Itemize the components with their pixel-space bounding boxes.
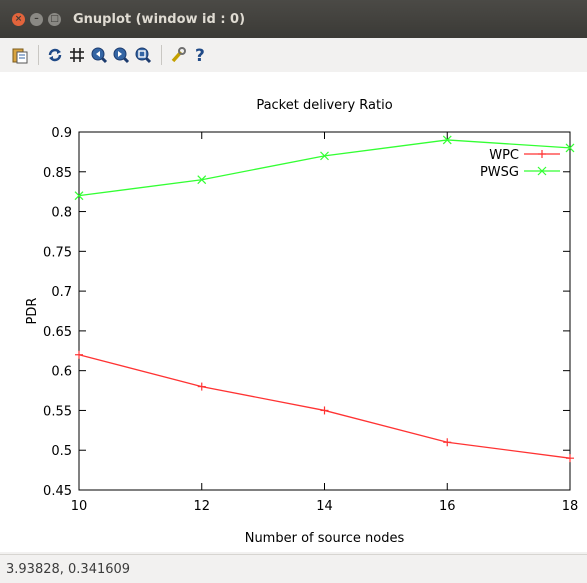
plot-canvas[interactable]: Packet delivery Ratio Number of source no… bbox=[0, 72, 587, 552]
grid-button[interactable] bbox=[67, 45, 87, 65]
replot-button[interactable] bbox=[45, 45, 65, 65]
close-icon: × bbox=[14, 13, 23, 24]
y-tick-label: 0.45 bbox=[43, 484, 72, 499]
data-point-pwsg bbox=[320, 151, 329, 161]
replot-icon bbox=[48, 48, 62, 62]
window-title: Gnuplot (window id : 0) bbox=[73, 11, 246, 27]
close-button[interactable]: × bbox=[12, 12, 25, 26]
legend-label-pwsg: PWSG bbox=[480, 165, 519, 180]
x-tick-label: 12 bbox=[193, 499, 210, 514]
y-tick-label: 0.75 bbox=[43, 245, 72, 260]
x-tick-label: 10 bbox=[71, 499, 88, 514]
y-tick-label: 0.85 bbox=[43, 166, 72, 181]
y-tick-label: 0.6 bbox=[51, 365, 72, 380]
copy-to-clipboard-icon bbox=[12, 48, 28, 64]
data-point-pwsg bbox=[565, 143, 575, 153]
y-tick-label: 0.5 bbox=[51, 444, 72, 459]
y-axis-label: PDR bbox=[25, 298, 40, 325]
legend-label-wpc: WPC bbox=[489, 148, 519, 163]
title-bar: × – □ Gnuplot (window id : 0) bbox=[0, 0, 587, 38]
svg-text:?: ? bbox=[195, 46, 205, 64]
configure-button[interactable] bbox=[168, 45, 188, 65]
minimize-icon: – bbox=[34, 13, 39, 24]
x-tick-label: 18 bbox=[562, 499, 579, 514]
configure-icon bbox=[171, 47, 186, 63]
minimize-button[interactable]: – bbox=[30, 12, 43, 26]
status-bar: 3.93828, 0.341609 bbox=[0, 554, 587, 583]
x-axis-label: Number of source nodes bbox=[245, 531, 405, 546]
maximize-button[interactable]: □ bbox=[48, 12, 61, 26]
x-tick-label: 16 bbox=[439, 499, 456, 514]
zoom-next-button[interactable] bbox=[111, 45, 131, 65]
chart-title: Packet delivery Ratio bbox=[256, 98, 392, 113]
toolbar-separator bbox=[38, 45, 39, 65]
data-point-pwsg bbox=[74, 191, 84, 201]
y-tick-label: 0.9 bbox=[51, 126, 72, 141]
chart-svg: Packet delivery Ratio Number of source no… bbox=[25, 98, 579, 546]
help-icon: ? bbox=[195, 46, 205, 64]
autoscale-button[interactable] bbox=[133, 45, 153, 65]
autoscale-icon bbox=[135, 47, 152, 64]
zoom-previous-icon bbox=[91, 47, 108, 64]
data-point-pwsg bbox=[197, 175, 207, 185]
y-tick-label: 0.8 bbox=[51, 206, 72, 221]
y-tick-label: 0.65 bbox=[43, 325, 72, 340]
help-button[interactable]: ? bbox=[190, 45, 210, 65]
toolbar: ? bbox=[0, 38, 587, 72]
copy-to-clipboard-button[interactable] bbox=[10, 45, 30, 65]
grid-icon bbox=[70, 48, 84, 62]
x-tick-label: 14 bbox=[316, 499, 333, 514]
toolbar-separator bbox=[161, 45, 162, 65]
data-point-pwsg bbox=[442, 135, 452, 145]
legend-marker-pwsg bbox=[537, 166, 547, 176]
maximize-icon: □ bbox=[50, 13, 59, 24]
y-tick-label: 0.7 bbox=[51, 285, 72, 300]
mouse-coordinates: 3.93828, 0.341609 bbox=[6, 561, 131, 577]
zoom-next-icon bbox=[113, 47, 130, 64]
zoom-previous-button[interactable] bbox=[89, 45, 109, 65]
y-tick-label: 0.55 bbox=[43, 404, 72, 419]
